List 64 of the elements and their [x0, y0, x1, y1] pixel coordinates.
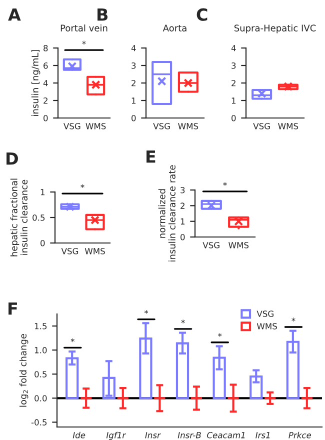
- text: F: [8, 302, 17, 315]
- x-tick-label: Igf1r: [106, 432, 126, 440]
- data-label: *: [70, 338, 74, 342]
- y-tick-label: 6: [44, 62, 48, 69]
- y-tick-label: 0.5: [34, 371, 47, 378]
- data-label: *: [218, 333, 222, 337]
- y-tick-label: 0: [180, 234, 185, 240]
- y-tick-label: 4: [43, 80, 48, 86]
- y-tick-label: 3: [132, 62, 136, 69]
- x-tick-label: VSG: [253, 123, 270, 130]
- y-tick-label: -0.5: [31, 419, 47, 426]
- x-tick-label: Ide: [72, 432, 86, 438]
- x-tick-label: Prkce: [288, 432, 312, 438]
- y-axis-title: insulin [ng/mL]: [31, 50, 40, 116]
- y-tick-label: 0: [40, 240, 45, 246]
- text: D: [6, 152, 18, 165]
- y-tick-label: 2: [232, 80, 236, 86]
- y-tick-label: 3: [180, 186, 185, 194]
- bar: [250, 375, 263, 400]
- x-tick-label: VSG: [64, 123, 80, 130]
- y-tick-label: 0.5: [32, 214, 45, 221]
- y-tick-label: 1: [232, 98, 236, 104]
- legend-label: WMS: [256, 323, 277, 330]
- data-label: *: [181, 320, 185, 324]
- x-tick-label: Insr: [145, 432, 161, 438]
- text: C: [196, 8, 208, 21]
- text: B: [98, 8, 108, 21]
- y-tick-label: 4: [131, 45, 136, 52]
- y-tick-label: 2: [180, 202, 184, 209]
- y-tick-label: 2: [44, 97, 48, 104]
- data-label: *: [144, 310, 148, 314]
- y-tick-label: 0: [44, 114, 48, 122]
- y-tick-label: 1: [132, 98, 136, 104]
- y-tick-label: 8: [44, 44, 48, 52]
- y-tick-label: 1.0: [34, 347, 47, 354]
- y-tick-label: 0: [132, 114, 136, 122]
- text: A: [8, 8, 21, 21]
- x-tick-label: Ceacam1: [207, 432, 245, 438]
- x-tick-label: VSG: [153, 123, 170, 130]
- x-tick-label: Irs1: [256, 432, 270, 438]
- y-axis-title: normalized insulin clearance rate: [158, 165, 176, 262]
- y-tick-label: 3: [232, 62, 236, 69]
- text: *: [223, 182, 227, 186]
- y-tick-label: 0.0: [34, 395, 47, 402]
- x-tick-label: WMS: [278, 123, 298, 130]
- chart-title: Supra-Hepatic IVC: [234, 24, 316, 34]
- y-tick-label: 1: [40, 189, 45, 196]
- text: *: [80, 184, 84, 188]
- y-tick-label: 2: [132, 80, 136, 86]
- y-tick-label: 1.5: [34, 323, 47, 330]
- y-tick-label: 4: [231, 45, 236, 52]
- legend-label: VSG: [256, 310, 274, 317]
- y-axis-title: log$_{2}$ fold change: [19, 334, 28, 407]
- y-tick-label: 0: [232, 114, 236, 122]
- text: E: [146, 150, 156, 163]
- x-tick-label: WMS: [86, 123, 106, 130]
- x-tick-label: Insr-B: [178, 432, 201, 438]
- chart-title: Aorta: [162, 24, 186, 32]
- y-tick-label: 1: [180, 218, 185, 224]
- y-axis-title: hepatic fractional insulin clearance: [10, 178, 28, 256]
- data-label: *: [292, 318, 296, 322]
- text: *: [82, 40, 86, 45]
- chart-title: Portal vein: [60, 24, 108, 32]
- x-tick-label: WMS: [178, 123, 198, 130]
